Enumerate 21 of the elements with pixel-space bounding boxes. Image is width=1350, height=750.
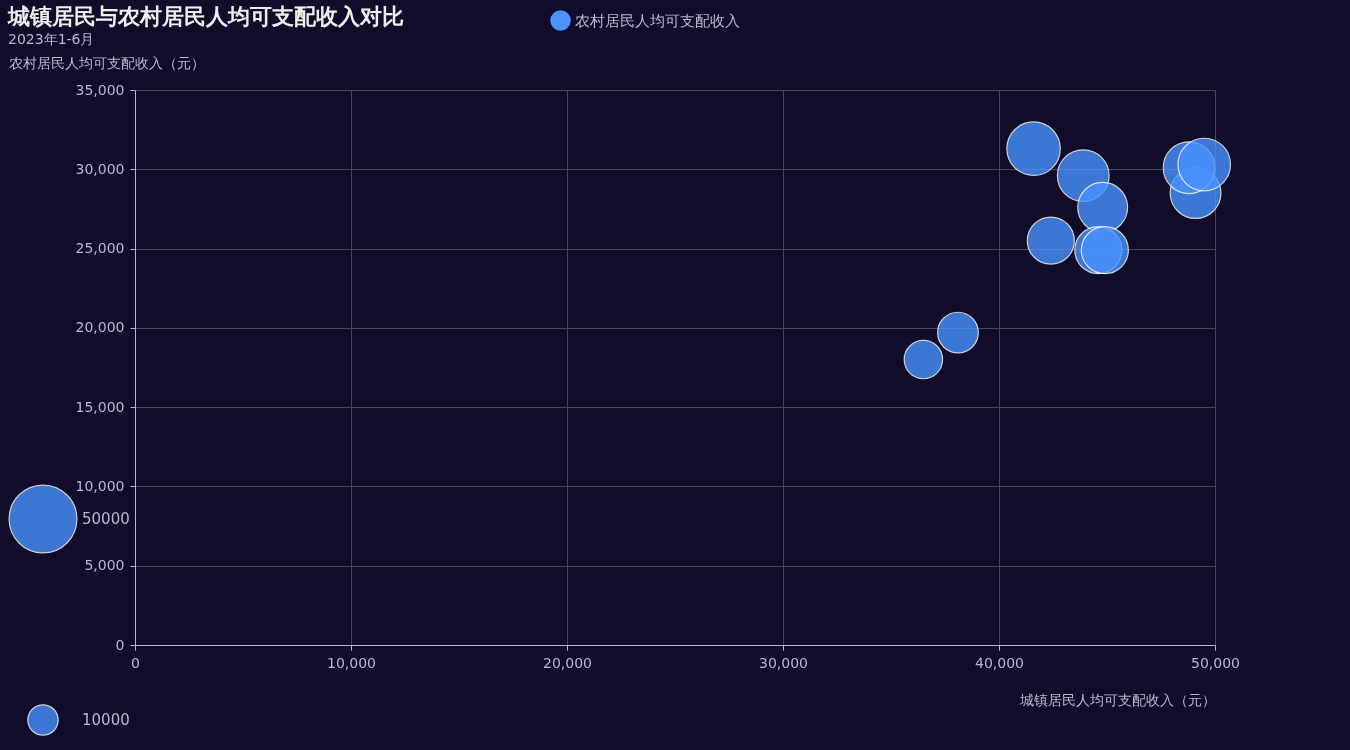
y-tick-label: 15,000 — [75, 398, 125, 415]
legend-label: 10000 — [82, 711, 130, 729]
x-tick-label: 10,000 — [327, 654, 376, 671]
y-tick-label: 5,000 — [84, 557, 125, 574]
x-tick-label: 20,000 — [543, 654, 592, 671]
y-tick-label: 20,000 — [75, 319, 125, 336]
chart-title: 城镇居民与农村居民人均可支配收入对比 — [7, 4, 404, 29]
y-tick-label: 25,000 — [75, 240, 125, 257]
y-tick-label: 35,000 — [75, 81, 125, 98]
x-tick-label: 0 — [131, 654, 140, 671]
x-axis-title: 城镇居民人均可支配收入（元） — [1018, 691, 1216, 708]
y-axis-title: 农村居民人均可支配收入（元） — [8, 54, 205, 71]
y-tick-label: 10,000 — [75, 477, 125, 494]
chart-subtitle: 2023年1-6月 — [8, 31, 95, 47]
x-tick-label: 40,000 — [975, 654, 1024, 671]
y-tick-label: 0 — [115, 636, 125, 653]
legend-label: 农村居民人均可支配收入 — [575, 11, 740, 30]
y-tick-label: 30,000 — [75, 160, 125, 177]
x-tick-label: 30,000 — [759, 654, 808, 671]
legend-label: 50000 — [82, 510, 130, 528]
x-tick-label: 50,000 — [1191, 654, 1240, 671]
